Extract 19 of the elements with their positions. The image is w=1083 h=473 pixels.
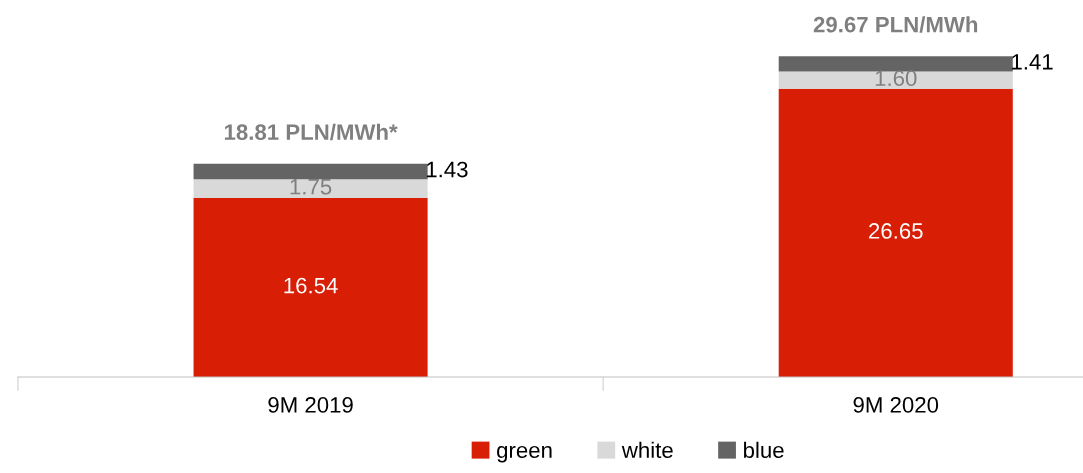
data-label: 1.41 [1012, 54, 1053, 70]
bar [193, 179, 428, 199]
bar [778, 71, 1013, 89]
data-label: 1.60 [875, 70, 917, 87]
annotation: 18.81 PLN/MWh* [224, 123, 398, 141]
bar [778, 56, 1013, 72]
data-label: 26.65 [869, 223, 923, 239]
x-tick-label: 9M 2019 [268, 397, 353, 413]
text: 29.67 PLN/MWh [813, 16, 978, 33]
legend-label: blue [744, 441, 784, 459]
data-label: 1.43 [426, 161, 468, 178]
legend-label: white [621, 441, 673, 459]
x-tick-label: 9M 2020 [853, 397, 939, 413]
bar [193, 198, 428, 377]
data-label: 1.75 [290, 179, 332, 195]
bar [193, 163, 428, 180]
legend-label: green [497, 445, 552, 463]
data-label: 16.54 [284, 277, 338, 294]
bar [778, 88, 1013, 377]
